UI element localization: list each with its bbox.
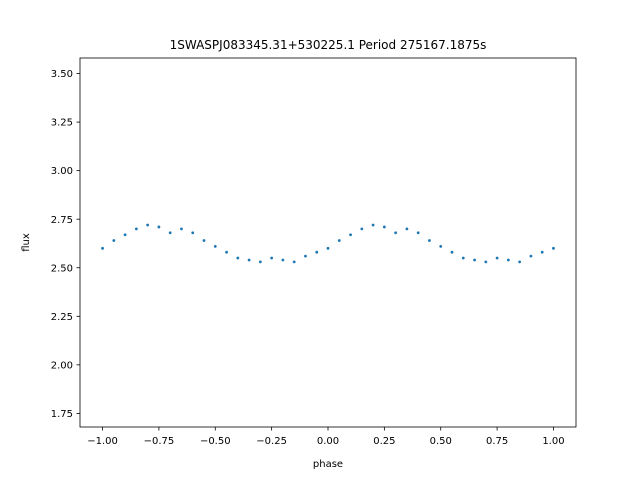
x-tick-label: 0.00 <box>317 436 339 447</box>
data-point <box>360 227 364 231</box>
data-point <box>270 256 274 260</box>
data-point <box>461 256 465 260</box>
x-tick-label: −0.25 <box>256 436 287 447</box>
data-point <box>439 244 443 248</box>
data-points <box>101 223 555 264</box>
x-tick-label: −0.50 <box>200 436 231 447</box>
y-tick-label: 2.50 <box>51 263 73 274</box>
x-axis-ticks: −1.00 −0.75 −0.50 −0.25 0.00 0.25 0.50 0.75 1.00 <box>87 427 565 447</box>
data-point <box>168 231 172 235</box>
data-point <box>112 239 116 242</box>
y-tick-label: 3.50 <box>51 69 73 80</box>
data-point <box>337 239 341 242</box>
data-point <box>394 231 398 235</box>
data-point <box>292 260 296 264</box>
data-point <box>529 254 533 258</box>
data-point <box>247 258 251 262</box>
x-axis-label: phase <box>313 459 343 470</box>
data-point <box>473 258 476 262</box>
x-tick-label: −0.75 <box>144 436 175 447</box>
data-point <box>518 260 522 264</box>
data-point <box>225 250 228 254</box>
data-point <box>191 231 195 235</box>
data-point <box>315 250 319 254</box>
data-point <box>428 239 431 242</box>
y-axis-ticks: 1.75 2.00 2.25 2.50 2.75 3.00 3.25 3.50 <box>51 69 80 420</box>
data-point <box>281 258 285 262</box>
x-tick-label: −1.00 <box>87 436 118 447</box>
x-tick-label: 1.00 <box>542 436 564 447</box>
data-point <box>101 246 104 250</box>
chart-title: 1SWASPJ083345.31+530225.1 Period 275167.… <box>170 38 487 52</box>
y-tick-label: 2.75 <box>51 215 73 226</box>
data-point <box>552 246 555 250</box>
data-point <box>304 254 307 258</box>
data-point <box>506 258 510 262</box>
plot-frame <box>79 57 577 428</box>
data-point <box>180 227 183 231</box>
data-point <box>540 250 544 254</box>
data-point <box>146 223 150 227</box>
data-point <box>416 231 420 235</box>
y-axis-label: flux <box>21 233 32 252</box>
y-tick-label: 1.75 <box>51 409 73 420</box>
data-point <box>157 225 161 229</box>
data-point <box>123 233 127 237</box>
data-point <box>134 227 138 231</box>
x-tick-label: 0.50 <box>430 436 452 447</box>
data-point <box>326 246 330 250</box>
data-point <box>202 239 206 242</box>
data-point <box>382 225 386 229</box>
data-point <box>236 256 240 260</box>
x-tick-label: 0.25 <box>373 436 395 447</box>
y-tick-label: 2.00 <box>51 360 73 371</box>
data-point <box>213 244 217 248</box>
y-tick-label: 2.25 <box>51 312 73 323</box>
data-point <box>258 260 262 264</box>
data-point <box>484 260 488 264</box>
y-tick-label: 3.00 <box>51 166 73 177</box>
data-point <box>371 223 375 227</box>
data-point <box>495 256 499 260</box>
y-tick-label: 3.25 <box>51 118 73 129</box>
data-point <box>349 233 352 237</box>
data-point <box>450 250 454 254</box>
data-point <box>405 227 409 231</box>
x-tick-label: 0.75 <box>486 436 508 447</box>
